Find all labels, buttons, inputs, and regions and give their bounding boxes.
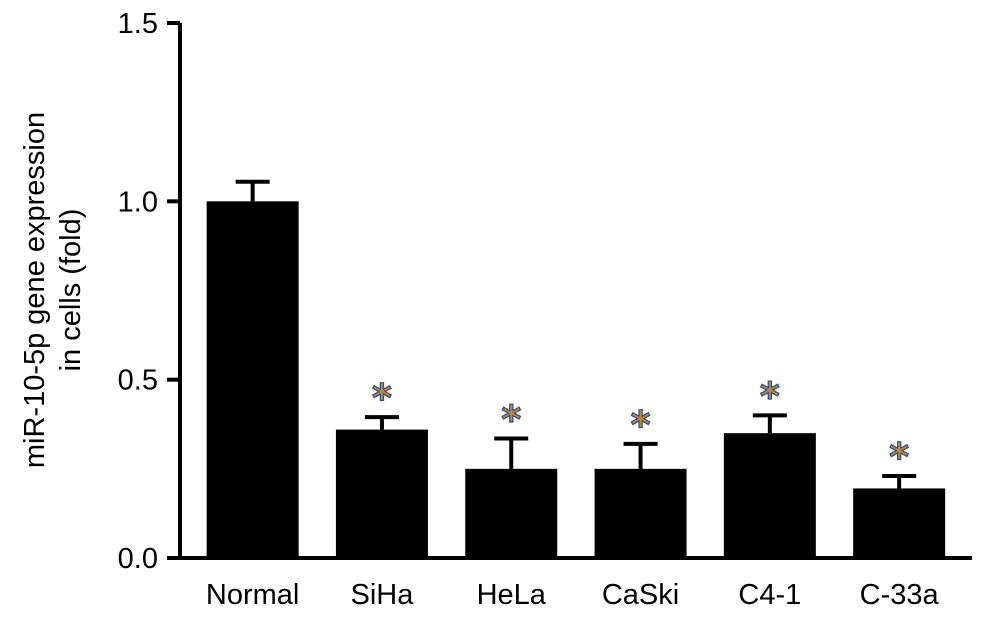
bar [335,429,428,558]
x-tick-label: C-33a [860,579,940,611]
x-tick-label: Normal [206,579,299,611]
plot-area: 0.0 0.5 1.0 1.5 Normal SiHa * HeLa * CaSki * C4-1 * C… [118,8,972,611]
y-axis-title-line-2: in cells (fold) [55,209,87,372]
y-tick-label: 0.0 [118,543,158,575]
y-tick-label: 0.5 [118,365,158,397]
y-axis-title: miR-10-5p gene expression in cells (fold… [19,112,87,468]
y-tick-label: 1.0 [118,186,158,218]
bar [206,201,299,559]
y-tick-label: 1.5 [118,8,158,40]
significance-asterisk: * [631,403,651,447]
bar [853,488,946,558]
x-tick-label: SiHa [351,579,415,611]
bar [723,433,816,558]
x-tick-label: HeLa [477,579,547,611]
bar [465,468,558,558]
x-tick-label: CaSki [602,579,679,611]
significance-asterisk: * [889,435,909,479]
significance-asterisk: * [760,374,780,418]
y-axis-title-line-1: miR-10-5p gene expression [19,112,51,468]
x-tick-label: C4-1 [738,579,801,611]
bar [594,468,687,558]
significance-asterisk: * [501,398,521,442]
significance-asterisk: * [372,376,392,420]
